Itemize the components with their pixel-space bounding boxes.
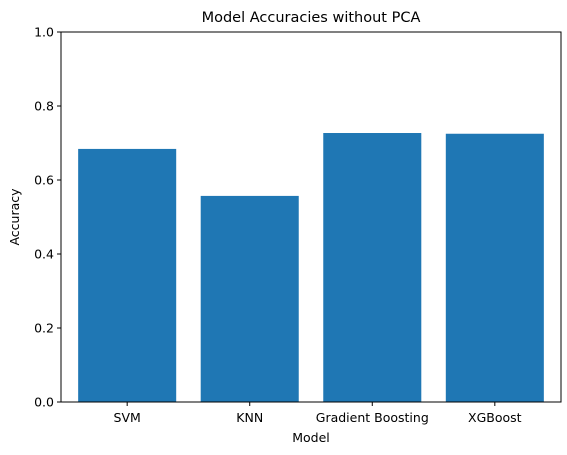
x-axis: SVM KNN Gradient Boosting XGBoost: [114, 402, 522, 425]
bar-knn: [200, 195, 299, 402]
y-tick-label: 0.8: [34, 99, 54, 114]
y-axis: 0.0 0.2 0.4 0.6 0.8 1.0: [34, 25, 61, 410]
x-tick-label: KNN: [236, 410, 263, 425]
y-tick-label: 0.6: [34, 173, 54, 188]
y-tick-label: 0.2: [34, 321, 54, 336]
y-tick-label: 0.0: [34, 395, 54, 410]
chart-title: Model Accuracies without PCA: [202, 10, 421, 26]
y-tick-label: 1.0: [34, 25, 54, 40]
bars: [78, 133, 544, 402]
x-tick-label: Gradient Boosting: [316, 410, 429, 425]
bar-gradient-boosting: [323, 133, 422, 402]
x-tick-label: XGBoost: [468, 410, 522, 425]
plot-frame: [60, 31, 562, 403]
bar-svm: [78, 148, 177, 402]
x-tick-label: SVM: [114, 410, 141, 425]
bar-xgboost: [445, 133, 544, 402]
x-axis-title: Model: [292, 430, 330, 445]
y-axis-title: Accuracy: [7, 188, 22, 246]
y-tick-label: 0.4: [34, 247, 54, 262]
